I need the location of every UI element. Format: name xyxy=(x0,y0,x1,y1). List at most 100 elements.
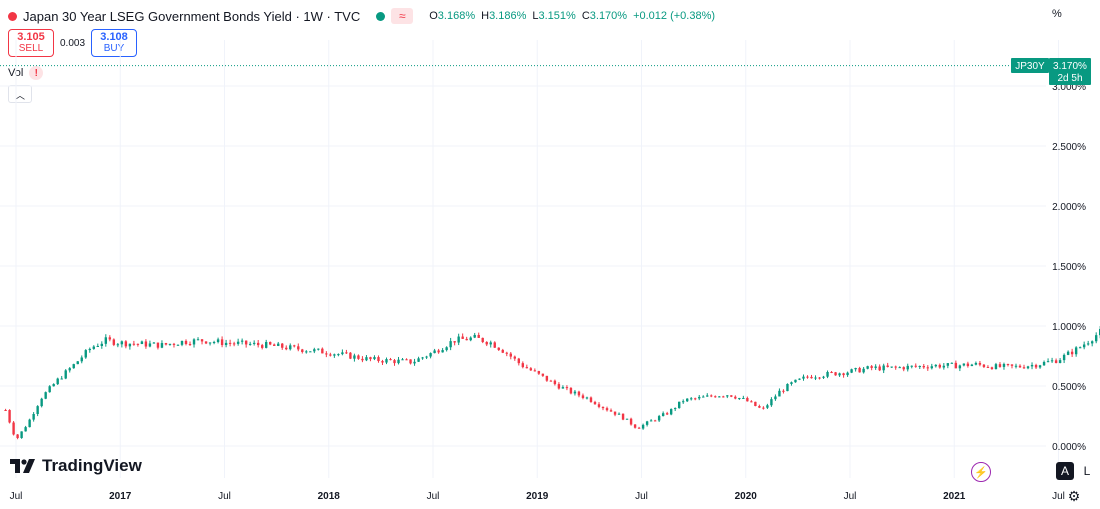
candle-body xyxy=(545,375,549,381)
candle-body xyxy=(942,365,946,368)
candle-body xyxy=(196,339,200,341)
candle-body xyxy=(184,340,188,345)
candle-body xyxy=(990,367,994,370)
candle-body xyxy=(505,352,508,354)
candle-body xyxy=(397,359,400,364)
candle-body xyxy=(421,357,424,359)
candle-body xyxy=(661,413,665,417)
candle-body xyxy=(846,372,849,376)
candle-body xyxy=(305,351,308,353)
candle-body xyxy=(722,396,725,398)
candle-body xyxy=(874,366,877,368)
candle-body xyxy=(513,356,516,359)
spread-value: 0.003 xyxy=(60,37,86,49)
candle-body xyxy=(529,368,533,371)
candle-body xyxy=(120,341,124,345)
candle-body xyxy=(597,404,601,407)
candle-body xyxy=(629,418,633,425)
candle-body xyxy=(653,420,657,422)
candle-body xyxy=(240,340,244,342)
warning-icon[interactable]: ! xyxy=(29,66,44,80)
candle-body xyxy=(180,340,184,345)
candle-body xyxy=(882,365,885,371)
candle-body xyxy=(649,420,653,422)
candle-body xyxy=(269,342,272,345)
candle-body xyxy=(994,364,998,370)
candle-body xyxy=(866,366,869,369)
candle-body xyxy=(934,364,938,367)
candle-body xyxy=(625,418,629,420)
candle-body xyxy=(489,342,492,345)
last-price-tag: JP30Y 3.170% 2d 5h xyxy=(1011,58,1091,85)
candle-body xyxy=(561,387,565,389)
candle-body xyxy=(333,354,336,356)
y-tick-label: 1.000% xyxy=(1052,322,1086,333)
candle-body xyxy=(601,406,605,409)
candle-body xyxy=(441,350,444,353)
candle-body xyxy=(645,421,649,425)
candle-body xyxy=(116,344,120,346)
countdown-label: 2d 5h xyxy=(1057,73,1082,84)
candle-body xyxy=(834,372,837,376)
candle-body xyxy=(349,352,352,359)
candle-body xyxy=(786,383,789,392)
market-status-dot-icon xyxy=(376,11,386,21)
candle-body xyxy=(766,405,769,408)
candle-body xyxy=(309,351,312,353)
log-scale-button[interactable]: L xyxy=(1083,464,1091,478)
candle-body xyxy=(56,378,59,385)
candle-body xyxy=(481,337,484,343)
candle-body xyxy=(525,367,529,369)
candle-body xyxy=(108,337,112,340)
candle-body xyxy=(168,343,172,345)
candle-body xyxy=(762,407,765,409)
x-tick-label: Jul xyxy=(844,491,857,502)
settings-gear-icon[interactable]: ⚙ xyxy=(1067,488,1081,504)
candle-body xyxy=(68,368,71,371)
candle-body xyxy=(617,413,621,415)
scale-unit-label: % xyxy=(1052,8,1062,20)
auto-scale-button[interactable]: A xyxy=(1056,462,1074,480)
candle-body xyxy=(565,387,569,389)
compare-wave-icon[interactable]: ≈ xyxy=(391,8,414,24)
tradingview-logo[interactable]: TradingView xyxy=(10,456,142,476)
candle-body xyxy=(104,337,108,344)
buy-button[interactable]: 3.108 BUY xyxy=(91,29,138,57)
candle-body xyxy=(64,370,67,379)
lightning-icon[interactable]: ⚡ xyxy=(971,462,991,482)
candle-body xyxy=(842,373,845,376)
candle-body xyxy=(313,349,316,352)
candle-body xyxy=(1066,351,1070,355)
candle-body xyxy=(930,366,933,369)
x-tick-label: Jul xyxy=(218,491,231,502)
candle-body xyxy=(954,362,958,369)
candle-body xyxy=(822,376,825,378)
candle-body xyxy=(381,361,384,363)
candle-body xyxy=(329,354,332,356)
candle-body xyxy=(437,350,440,353)
y-tick-label: 2.500% xyxy=(1052,142,1086,153)
candle-body xyxy=(1050,360,1054,362)
candle-body xyxy=(28,419,31,428)
trade-panel: 3.105 SELL 0.003 3.108 BUY xyxy=(8,29,138,57)
candle-body xyxy=(1070,351,1074,355)
candle-body xyxy=(962,363,966,366)
candle-body xyxy=(208,342,212,344)
candle-body xyxy=(573,391,577,394)
candle-body xyxy=(1030,364,1034,367)
candle-body xyxy=(445,347,448,351)
candle-body xyxy=(389,359,392,361)
candle-body xyxy=(1086,343,1090,345)
y-tick-label: 2.000% xyxy=(1052,202,1086,213)
symbol-title[interactable]: Japan 30 Year LSEG Government Bonds Yiel… xyxy=(23,8,361,24)
candle-body xyxy=(393,360,396,364)
candle-body xyxy=(152,342,156,344)
candle-body xyxy=(682,401,685,403)
candle-body xyxy=(497,347,500,350)
candle-body xyxy=(8,410,11,423)
candle-body xyxy=(84,350,87,358)
last-value-label: 3.170% xyxy=(1053,61,1087,72)
y-tick-label: 3.000% xyxy=(1052,82,1086,93)
candle-body xyxy=(790,382,793,384)
